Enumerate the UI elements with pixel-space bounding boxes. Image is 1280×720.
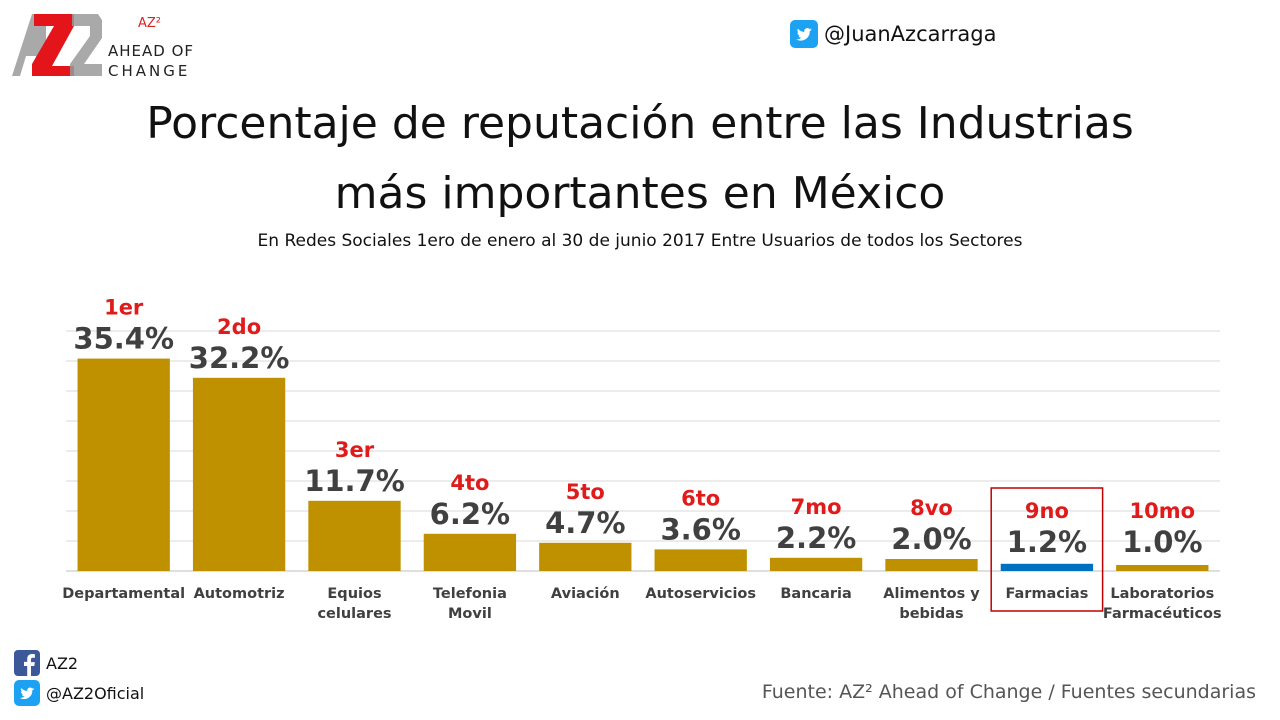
az2-logo: [12, 10, 202, 82]
bar: [308, 500, 401, 571]
bar: [423, 533, 517, 571]
facebook-text: AZ2: [46, 653, 79, 673]
category-label: Farmacias: [1005, 586, 1088, 602]
rank-label: 5to: [566, 480, 605, 504]
bar: [539, 542, 632, 571]
twitter-icon: [790, 20, 818, 48]
chart-title-line1: Porcentaje de reputación entre las Indus…: [146, 98, 1134, 149]
category-label: Aviación: [551, 586, 620, 602]
value-label: 1.0%: [1122, 525, 1202, 559]
category-label: Equios: [327, 586, 381, 602]
bar-chart: 35.4%1er Departamental 32.2%2do Automotriz 1…: [62, 296, 1222, 622]
value-label: 1.2%: [1007, 525, 1087, 559]
bar: [77, 358, 170, 571]
facebook-link[interactable]: AZ2: [14, 650, 78, 676]
value-label: 3.6%: [660, 512, 740, 546]
category-label: Laboratorios: [1110, 586, 1214, 602]
chart-subtitle: En Redes Sociales 1ero de enero al 30 de…: [257, 231, 1023, 251]
value-label: 11.7%: [304, 464, 405, 498]
logo-line1: AHEAD OF: [108, 42, 195, 60]
facebook-icon: [14, 650, 40, 676]
value-label: 32.2%: [189, 341, 290, 375]
rank-label: 7mo: [791, 495, 842, 519]
twitter-handle-top[interactable]: @JuanAzcarraga: [790, 20, 996, 48]
bar: [1000, 563, 1094, 571]
category-label: Alimentos y: [883, 586, 980, 602]
category-label: celulares: [317, 606, 391, 622]
source-note: Fuente: AZ² Ahead of Change / Fuentes se…: [761, 681, 1256, 703]
bar: [1116, 565, 1209, 571]
rank-label: 9no: [1025, 499, 1069, 523]
value-label: 35.4%: [73, 322, 174, 356]
logo-line2: CHANGE: [108, 62, 191, 80]
az2-logo-mark: [12, 14, 102, 76]
highlight-box: [990, 487, 1104, 612]
bar: [192, 377, 286, 571]
rank-label: 2do: [217, 315, 261, 339]
twitter-handle-text: @JuanAzcarraga: [824, 22, 997, 46]
value-label: 4.7%: [545, 506, 625, 540]
twitter-link-bottom[interactable]: @AZ2Oficial: [14, 680, 144, 706]
bar: [654, 549, 747, 571]
category-label: Telefonia: [433, 586, 507, 602]
value-label: 2.0%: [891, 522, 971, 556]
rank-label: 4to: [450, 471, 489, 495]
twitter-icon-bottom: [14, 680, 40, 706]
rank-label: 10mo: [1130, 499, 1196, 523]
rank-label: 8vo: [910, 496, 953, 520]
rank-label: 6to: [681, 486, 720, 510]
category-label: Bancaria: [780, 586, 851, 602]
rank-label: 1er: [104, 296, 144, 320]
value-label: 2.2%: [776, 521, 856, 555]
category-label: bebidas: [899, 606, 963, 622]
category-label: Automotriz: [194, 586, 285, 602]
logo-superscript: AZ²: [138, 16, 162, 31]
bar: [885, 559, 978, 571]
bar: [769, 557, 863, 571]
rank-label: 3er: [335, 438, 375, 462]
twitter-bottom-text: @AZ2Oficial: [46, 683, 145, 703]
category-label: Farmacéuticos: [1103, 606, 1222, 622]
category-label: Movil: [448, 606, 492, 622]
category-label: Departamental: [62, 586, 185, 602]
value-label: 6.2%: [430, 497, 510, 531]
category-label: Autoservicios: [645, 586, 756, 602]
chart-title-line2: más importantes en México: [334, 168, 946, 219]
